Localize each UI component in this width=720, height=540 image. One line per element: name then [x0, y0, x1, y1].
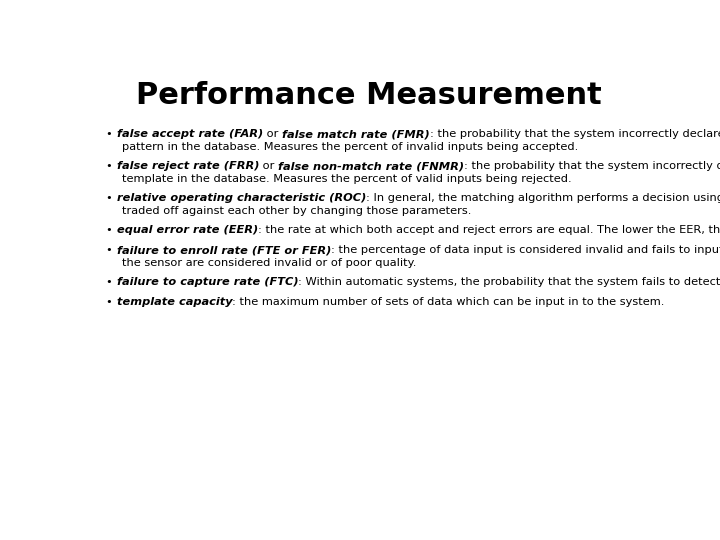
Text: or: or: [263, 129, 282, 139]
Text: the sensor are considered invalid or of poor quality.: the sensor are considered invalid or of …: [122, 258, 417, 268]
Text: traded off against each other by changing those parameters.: traded off against each other by changin…: [122, 206, 472, 215]
Text: false accept rate (FAR): false accept rate (FAR): [117, 129, 263, 139]
Text: •: •: [106, 161, 112, 171]
Text: : Within automatic systems, the probability that the system fails to detect a bi: : Within automatic systems, the probabil…: [298, 278, 720, 287]
Text: pattern in the database. Measures the percent of invalid inputs being accepted.: pattern in the database. Measures the pe…: [122, 141, 579, 152]
Text: false reject rate (FRR): false reject rate (FRR): [117, 161, 259, 171]
Text: or: or: [259, 161, 279, 171]
Text: Performance Measurement: Performance Measurement: [136, 82, 602, 111]
Text: : the probability that the system incorrectly declares a successful match betwee: : the probability that the system incorr…: [430, 129, 720, 139]
Text: : the percentage of data input is considered invalid and fails to input into the: : the percentage of data input is consid…: [331, 245, 720, 255]
Text: failure to enroll rate (FTE or FER): failure to enroll rate (FTE or FER): [117, 245, 331, 255]
Text: •: •: [106, 245, 112, 255]
Text: •: •: [106, 129, 112, 139]
Text: equal error rate (EER): equal error rate (EER): [117, 226, 258, 235]
Text: : the probability that the system incorrectly declares failure of match between : : the probability that the system incorr…: [464, 161, 720, 171]
Text: : In general, the matching algorithm performs a decision using a threshold. In b: : In general, the matching algorithm per…: [366, 193, 720, 204]
Text: •: •: [106, 226, 112, 235]
Text: template in the database. Measures the percent of valid inputs being rejected.: template in the database. Measures the p…: [122, 174, 572, 184]
Text: false non-match rate (FNMR): false non-match rate (FNMR): [279, 161, 464, 171]
Text: •: •: [106, 297, 112, 307]
Text: false match rate (FMR): false match rate (FMR): [282, 129, 430, 139]
Text: relative operating characteristic (ROC): relative operating characteristic (ROC): [117, 193, 366, 204]
Text: •: •: [106, 278, 112, 287]
Text: template capacity: template capacity: [117, 297, 233, 307]
Text: •: •: [106, 193, 112, 204]
Text: : the maximum number of sets of data which can be input in to the system.: : the maximum number of sets of data whi…: [233, 297, 665, 307]
Text: failure to capture rate (FTC): failure to capture rate (FTC): [117, 278, 298, 287]
Text: : the rate at which both accept and reject errors are equal. The lower the EER, : : the rate at which both accept and reje…: [258, 226, 720, 235]
